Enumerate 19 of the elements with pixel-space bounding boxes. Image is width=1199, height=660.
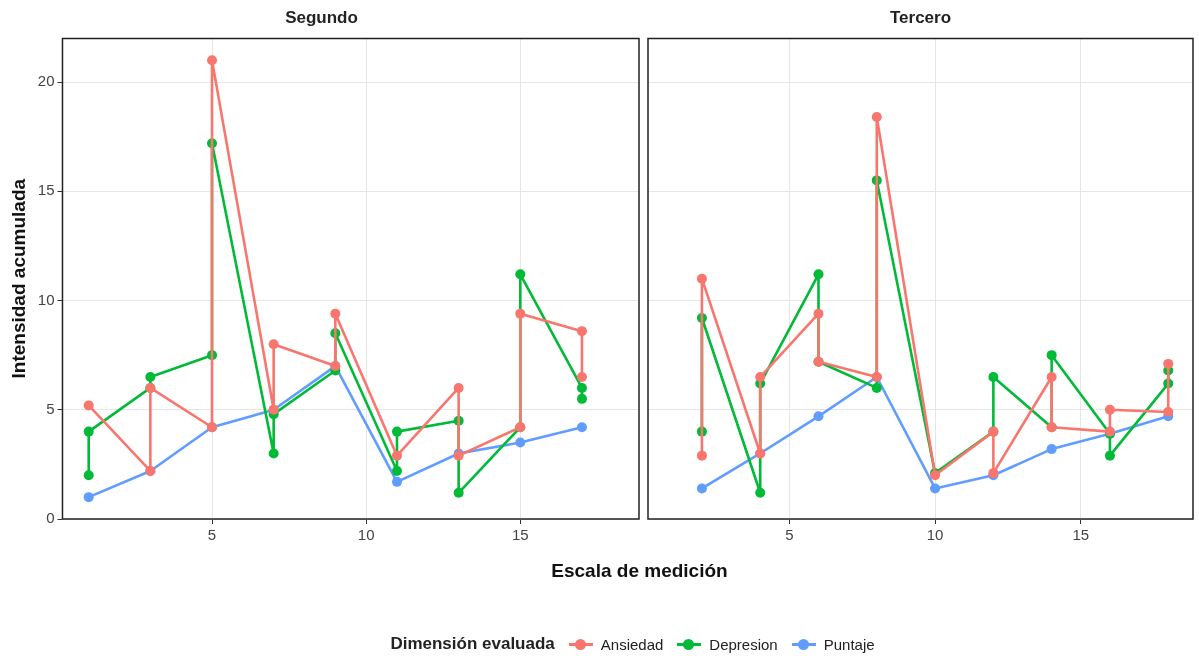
y-tick-label: 15 <box>37 181 55 199</box>
legend-label: Puntaje <box>823 635 875 653</box>
y-tick-label: 20 <box>37 72 55 90</box>
x-axis-title: Escala de medición <box>550 560 729 582</box>
x-tick-label: 10 <box>926 526 944 544</box>
legend-label: Depresion <box>709 635 778 653</box>
y-axis-title: Intensidad acumulada <box>7 178 29 379</box>
y-tick-label: 5 <box>46 399 55 417</box>
chart-title: Segundo <box>285 7 358 27</box>
y-tick-label: 0 <box>46 509 55 527</box>
x-tick-label: 5 <box>785 526 794 544</box>
chart-title: Tercero <box>889 7 952 27</box>
x-tick-label: 15 <box>511 526 529 544</box>
y-tick-label: 10 <box>37 290 55 308</box>
legend-title: Dimensión evaluada <box>390 634 555 654</box>
x-tick-label: 5 <box>207 526 217 544</box>
x-tick-label: 15 <box>1072 526 1090 544</box>
x-tick-label: 10 <box>357 526 375 544</box>
legend-label: Ansiedad <box>600 635 664 653</box>
